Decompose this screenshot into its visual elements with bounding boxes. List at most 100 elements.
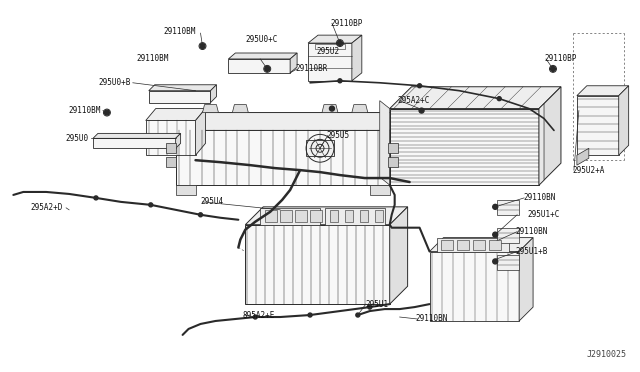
Polygon shape [148, 91, 211, 103]
Polygon shape [265, 210, 277, 222]
Polygon shape [175, 131, 390, 185]
Text: 895A2+E: 895A2+E [243, 311, 275, 320]
Circle shape [94, 196, 98, 200]
Polygon shape [489, 240, 501, 250]
Polygon shape [166, 143, 175, 153]
Polygon shape [93, 138, 175, 148]
Polygon shape [458, 240, 469, 250]
Polygon shape [438, 238, 509, 251]
Text: 29110BN: 29110BN [515, 227, 548, 236]
Polygon shape [474, 240, 485, 250]
Circle shape [497, 97, 501, 101]
Circle shape [200, 44, 205, 48]
Circle shape [338, 79, 342, 83]
Polygon shape [519, 238, 533, 321]
Circle shape [104, 110, 109, 115]
Polygon shape [228, 53, 297, 59]
Text: 29110BN: 29110BN [415, 314, 448, 324]
Polygon shape [360, 210, 368, 222]
Circle shape [330, 106, 335, 111]
Polygon shape [310, 210, 322, 222]
Circle shape [337, 41, 342, 45]
Polygon shape [370, 185, 390, 195]
Circle shape [198, 213, 202, 217]
Text: J2910025: J2910025 [587, 350, 627, 359]
Polygon shape [325, 208, 385, 225]
Circle shape [148, 203, 153, 207]
Text: 295U4: 295U4 [200, 198, 223, 206]
Text: 295U1: 295U1 [366, 299, 389, 309]
Polygon shape [306, 140, 334, 156]
Polygon shape [539, 87, 561, 185]
Text: 29110BM: 29110BM [163, 27, 196, 36]
Polygon shape [146, 109, 205, 121]
Circle shape [493, 259, 498, 264]
Polygon shape [619, 86, 628, 155]
Polygon shape [295, 210, 307, 222]
Polygon shape [390, 109, 539, 185]
Polygon shape [390, 207, 408, 304]
Circle shape [417, 84, 422, 88]
Text: 295U2+A: 295U2+A [573, 166, 605, 174]
Text: 295U1+B: 295U1+B [515, 247, 548, 256]
Polygon shape [390, 87, 561, 109]
Polygon shape [497, 228, 519, 243]
Polygon shape [577, 96, 619, 155]
Polygon shape [388, 157, 397, 167]
Polygon shape [577, 86, 628, 96]
Polygon shape [429, 251, 519, 321]
Polygon shape [345, 210, 353, 222]
Text: 295U5: 295U5 [326, 131, 349, 140]
Text: 295U0: 295U0 [66, 134, 89, 143]
Polygon shape [148, 85, 216, 91]
Polygon shape [175, 113, 410, 131]
Circle shape [419, 108, 424, 113]
Polygon shape [442, 240, 453, 250]
Polygon shape [375, 210, 383, 222]
Polygon shape [352, 105, 368, 113]
Text: 29110BM: 29110BM [136, 54, 169, 64]
Polygon shape [322, 105, 338, 113]
Text: 295A2+C: 295A2+C [397, 96, 430, 105]
Polygon shape [380, 101, 390, 185]
Circle shape [265, 66, 269, 71]
Polygon shape [245, 225, 390, 304]
Polygon shape [388, 143, 397, 153]
Polygon shape [497, 256, 519, 270]
Polygon shape [175, 134, 180, 148]
Circle shape [550, 66, 556, 71]
Text: 295A2+D: 295A2+D [31, 203, 63, 212]
Circle shape [356, 313, 360, 317]
Polygon shape [211, 85, 216, 103]
Polygon shape [290, 53, 297, 73]
Polygon shape [232, 105, 248, 113]
Circle shape [253, 315, 257, 319]
Circle shape [308, 313, 312, 317]
Polygon shape [429, 238, 533, 251]
Polygon shape [260, 208, 320, 225]
Text: 295U0+C: 295U0+C [245, 35, 278, 44]
Polygon shape [166, 157, 175, 167]
Polygon shape [352, 35, 362, 81]
Text: 295U1+C: 295U1+C [527, 210, 559, 219]
Text: 295U0+B: 295U0+B [99, 78, 131, 87]
Polygon shape [245, 207, 408, 225]
Polygon shape [146, 121, 196, 155]
Text: 29110BM: 29110BM [68, 106, 101, 115]
Text: 29110BN: 29110BN [523, 193, 556, 202]
Polygon shape [577, 148, 589, 165]
Circle shape [368, 305, 372, 309]
Circle shape [493, 204, 498, 209]
Circle shape [493, 232, 498, 237]
Polygon shape [196, 109, 205, 155]
Polygon shape [390, 113, 410, 185]
Polygon shape [202, 105, 218, 113]
Polygon shape [308, 43, 352, 81]
Polygon shape [175, 185, 196, 195]
Text: 29110BR: 29110BR [295, 64, 328, 73]
Text: 29110BP: 29110BP [544, 54, 577, 64]
Text: 29110BP: 29110BP [330, 19, 362, 28]
Text: 295U2: 295U2 [316, 46, 339, 55]
Polygon shape [228, 59, 290, 73]
Polygon shape [93, 134, 180, 138]
